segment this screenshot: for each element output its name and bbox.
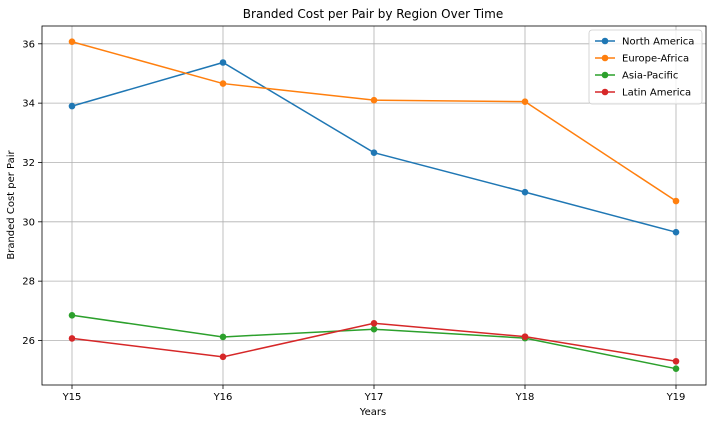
legend-marker-asia-pacific [601,71,609,79]
legend-label: Latin America [622,88,691,99]
series-europe-africa [68,38,680,205]
x-tick-label: Y18 [515,392,535,403]
data-point-europe-africa [672,197,680,205]
y-axis-label: Branded Cost per Pair [6,149,17,259]
data-point-asia-pacific [68,311,76,319]
y-tick-label: 30 [22,217,35,228]
legend: North America Europe-Africa Asia-Pacific La… [588,29,703,105]
chart-title: Branded Cost per Pair by Region Over Tim… [243,7,503,21]
series-north-america [68,59,680,236]
data-point-europe-africa [370,96,378,104]
y-tick-label: 36 [22,39,35,50]
data-point-asia-pacific [370,325,378,333]
y-tick-label: 26 [22,336,35,347]
data-point-asia-pacific [219,333,227,341]
legend-label: Asia-Pacific [622,71,678,82]
data-point-north-america [68,102,76,110]
data-point-latin-america [219,353,227,361]
legend-marker-north-america [601,37,609,45]
data-point-north-america [672,228,680,236]
data-point-asia-pacific [672,365,680,372]
data-point-latin-america [68,335,76,342]
legend-label: North America [622,37,694,48]
y-axis-ticks: 26 28 30 32 34 36 [22,39,42,347]
data-point-north-america [219,59,227,66]
data-point-latin-america [370,319,378,327]
legend-box [588,29,703,105]
y-tick-label: 34 [22,99,35,110]
x-tick-label: Y15 [62,392,82,403]
x-axis-label: Years [359,407,386,418]
x-tick-label: Y16 [213,392,233,403]
data-point-north-america [370,149,378,156]
data-point-latin-america [521,333,529,340]
y-tick-label: 32 [22,158,35,169]
legend-label: Europe-Africa [622,54,689,65]
legend-marker-europe-africa [601,54,609,62]
data-point-europe-africa [219,80,227,87]
x-tick-label: Y19 [666,392,686,403]
data-point-europe-africa [68,38,76,46]
data-point-latin-america [672,357,680,365]
y-tick-label: 28 [22,277,35,288]
series-latin-america [68,319,680,365]
x-tick-label: Y17 [364,392,384,403]
legend-marker-latin-america [601,88,609,96]
data-point-north-america [521,188,529,196]
x-axis-ticks: Y15 Y16 Y17 Y18 Y19 [62,385,686,403]
data-point-europe-africa [521,98,529,105]
series-layer [68,38,680,372]
